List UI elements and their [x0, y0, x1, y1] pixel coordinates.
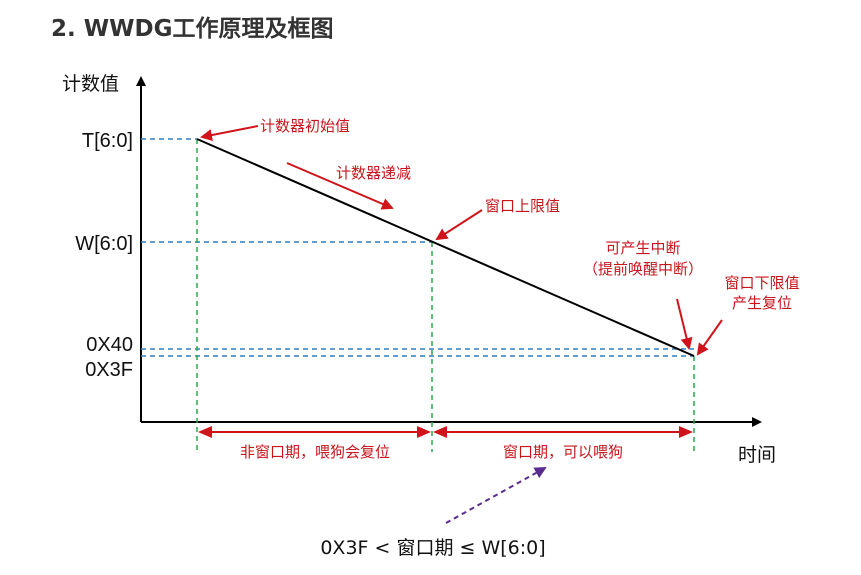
- label-decrement: 计数器递减: [336, 164, 411, 182]
- arrow-initial-value: [200, 125, 259, 141]
- period-window-right-head: [679, 426, 693, 438]
- y-tick-0x3f: 0X3F: [85, 359, 133, 381]
- arrow-interrupt: [676, 298, 693, 350]
- label-initial-value: 计数器初始值: [260, 117, 350, 135]
- y-tick-0x40: 0X40: [86, 334, 133, 356]
- arrow-window-lower: [696, 319, 723, 356]
- arrow-formula: [445, 467, 547, 524]
- y-tick-w: W[6:0]: [75, 233, 133, 255]
- label-window-lower-line1: 窗口下限值: [724, 274, 799, 292]
- label-non-window-period: 非窗口期，喂狗会复位: [240, 443, 390, 461]
- y-tick-t: T[6:0]: [82, 130, 133, 152]
- period-window-left-head: [433, 426, 447, 438]
- period-non-window-left-head: [198, 426, 212, 438]
- label-window-upper: 窗口上限值: [485, 197, 560, 215]
- label-interrupt-line2: （提前唤醒中断）: [583, 260, 703, 278]
- diagram-title: 2. WWDG工作原理及框图: [51, 16, 333, 42]
- label-window-period: 窗口期，可以喂狗: [503, 443, 623, 461]
- label-window-lower-line2: 产生复位: [732, 294, 792, 312]
- label-interrupt-line1: 可产生中断: [605, 239, 680, 257]
- window-formula: 0X3F < 窗口期 ≤ W[6:0]: [320, 537, 545, 559]
- counter-line: [196, 138, 695, 357]
- x-axis-label: 时间: [738, 444, 776, 466]
- arrow-decrement: [286, 162, 394, 210]
- arrow-window-upper: [435, 209, 483, 241]
- period-non-window-right-head: [417, 426, 431, 438]
- y-axis-label: 计数值: [62, 73, 119, 95]
